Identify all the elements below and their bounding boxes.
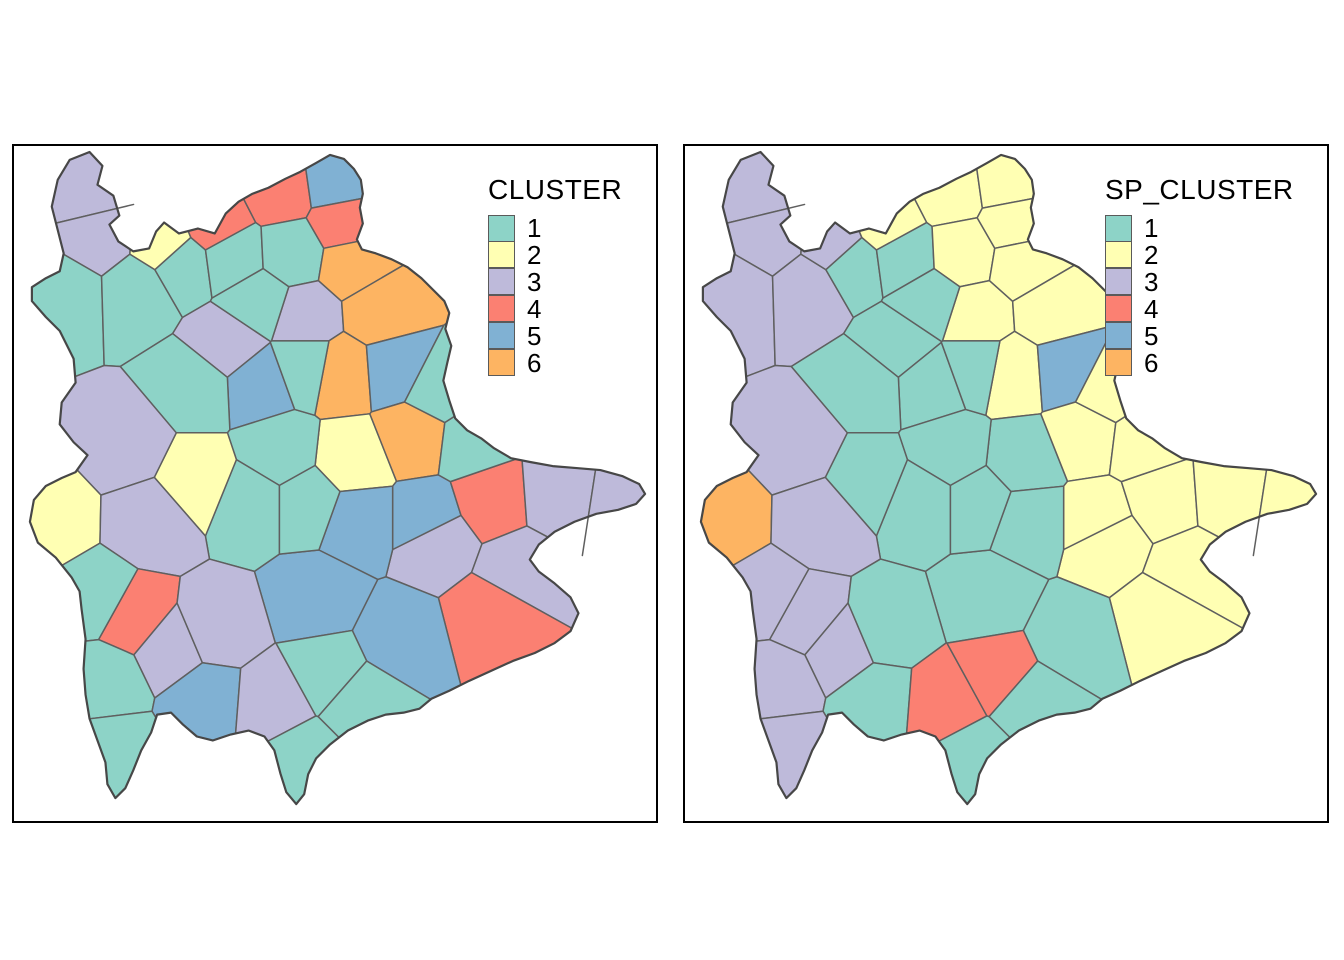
legend-value-label: 2 bbox=[1144, 240, 1159, 270]
legend-value-label: 4 bbox=[527, 294, 542, 324]
legend-value-label: 5 bbox=[527, 321, 542, 351]
legend-swatch bbox=[488, 295, 515, 323]
legend-value-label: 6 bbox=[527, 348, 542, 378]
legend-title-sp-cluster: SP_CLUSTER bbox=[1105, 174, 1294, 205]
legend-item: 3 bbox=[1105, 267, 1294, 297]
legend-item: 2 bbox=[1105, 240, 1294, 270]
map-region bbox=[88, 710, 157, 799]
legend-swatch bbox=[1105, 295, 1132, 323]
map-region bbox=[51, 151, 135, 224]
legend-item: 5 bbox=[1105, 321, 1294, 351]
legend-item: 5 bbox=[488, 321, 622, 351]
state-outline bbox=[28, 150, 647, 806]
legend-item: 6 bbox=[488, 348, 622, 378]
legend-item: 4 bbox=[488, 294, 622, 324]
map-region bbox=[1192, 459, 1268, 538]
legend-value-label: 1 bbox=[1144, 213, 1159, 243]
legend-swatch bbox=[488, 268, 515, 296]
legend-item: 4 bbox=[1105, 294, 1294, 324]
legend-item: 1 bbox=[488, 213, 622, 243]
map-region bbox=[31, 253, 105, 378]
legend-value-label: 2 bbox=[527, 240, 542, 270]
map-region bbox=[242, 168, 313, 228]
legend-value-label: 3 bbox=[1144, 267, 1159, 297]
choropleth-map-cluster bbox=[28, 150, 647, 806]
map-region bbox=[209, 267, 290, 343]
map-region bbox=[702, 253, 776, 378]
map-region bbox=[521, 459, 597, 538]
choropleth-map-sp-cluster bbox=[699, 150, 1318, 806]
legend-swatch bbox=[1105, 322, 1132, 350]
legend-swatch bbox=[1105, 268, 1132, 296]
legend-swatch bbox=[488, 215, 515, 242]
map-region bbox=[759, 710, 828, 799]
state-outline bbox=[699, 150, 1318, 806]
legend-swatch bbox=[488, 349, 515, 377]
map-region bbox=[880, 267, 961, 343]
legend-swatch bbox=[1105, 241, 1132, 269]
legend-swatch bbox=[488, 322, 515, 350]
legend-value-label: 1 bbox=[527, 213, 542, 243]
legend-value-label: 4 bbox=[1144, 294, 1159, 324]
legend-item: 3 bbox=[488, 267, 622, 297]
map-region bbox=[913, 168, 984, 228]
legend-item: 6 bbox=[1105, 348, 1294, 378]
legend-swatch bbox=[488, 241, 515, 269]
legend-item: 1 bbox=[1105, 213, 1294, 243]
legend-value-label: 3 bbox=[527, 267, 542, 297]
legend-title-cluster: CLUSTER bbox=[488, 174, 623, 205]
legend-swatch bbox=[1105, 215, 1132, 242]
legend-swatch bbox=[1105, 349, 1132, 377]
legend-item: 2 bbox=[488, 240, 622, 270]
legend-value-label: 5 bbox=[1144, 321, 1159, 351]
map-region bbox=[722, 151, 806, 224]
legend-value-label: 6 bbox=[1144, 348, 1159, 378]
